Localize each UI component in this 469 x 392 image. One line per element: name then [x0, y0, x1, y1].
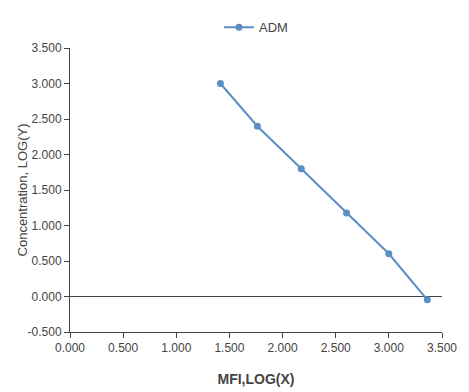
svg-text:2.500: 2.500: [321, 341, 351, 355]
svg-text:MFI,LOG(X): MFI,LOG(X): [218, 371, 295, 387]
svg-text:1.000: 1.000: [161, 341, 191, 355]
svg-text:3.000: 3.000: [32, 77, 62, 91]
svg-text:1.500: 1.500: [32, 183, 62, 197]
svg-text:Concentration, LOG(Y): Concentration, LOG(Y): [15, 124, 30, 257]
svg-text:0.500: 0.500: [108, 341, 138, 355]
svg-text:2.500: 2.500: [32, 112, 62, 126]
svg-text:3.500: 3.500: [32, 41, 62, 55]
svg-text:3.000: 3.000: [374, 341, 404, 355]
svg-text:ADM: ADM: [259, 20, 288, 35]
svg-text:0.500: 0.500: [32, 254, 62, 268]
svg-text:1.000: 1.000: [32, 219, 62, 233]
svg-text:1.500: 1.500: [214, 341, 244, 355]
svg-text:2.000: 2.000: [268, 341, 298, 355]
svg-text:0.000: 0.000: [32, 290, 62, 304]
svg-text:2.000: 2.000: [32, 148, 62, 162]
svg-text:3.500: 3.500: [427, 341, 457, 355]
svg-text:-0.500: -0.500: [28, 325, 62, 339]
svg-text:0.000: 0.000: [55, 341, 85, 355]
